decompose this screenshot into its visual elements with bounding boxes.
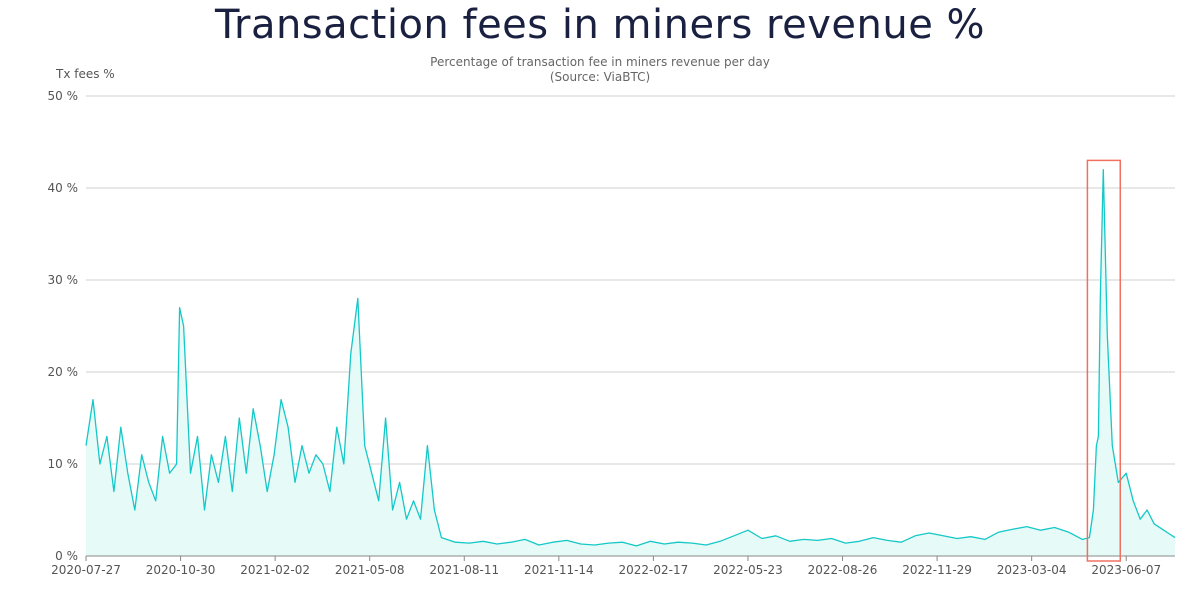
x-tick-label: 2021-08-11 <box>429 563 499 577</box>
chart-title: Transaction fees in miners revenue % <box>214 2 986 48</box>
y-tick-label: 30 % <box>48 273 79 287</box>
x-tick-label: 2022-02-17 <box>619 563 689 577</box>
x-tick-label: 2021-05-08 <box>335 563 405 577</box>
x-tick-label: 2022-05-23 <box>713 563 783 577</box>
y-tick-labels: 0 % 10 % 20 % 30 % 40 % 50 % <box>48 89 79 563</box>
x-tick-label: 2023-03-04 <box>997 563 1067 577</box>
y-tick-label: 10 % <box>48 457 79 471</box>
x-tick-label: 2021-02-02 <box>240 563 310 577</box>
y-axis-label: Tx fees % <box>56 67 115 81</box>
subtitle-text: Percentage of transaction fee in miners … <box>430 55 770 69</box>
x-tick-label: 2021-11-14 <box>524 563 594 577</box>
x-tick-label: 2023-06-07 <box>1091 563 1161 577</box>
source-text: (Source: ViaBTC) <box>549 70 651 84</box>
y-tick-label: 40 % <box>48 181 79 195</box>
x-tick-label: 2022-08-26 <box>808 563 878 577</box>
fee-line <box>85 168 1176 547</box>
x-tick-label: 2020-10-30 <box>146 563 216 577</box>
fee-area <box>86 169 1175 556</box>
chart-subtitle: Percentage of transaction fee in miners … <box>0 55 1200 85</box>
x-tick-label: 2022-11-29 <box>902 563 972 577</box>
grid-lines <box>86 95 1175 465</box>
x-tick-labels: 2020-07-27 2020-10-30 2021-02-02 2021-05-08… <box>51 556 1161 577</box>
y-tick-label: 20 % <box>48 365 79 379</box>
y-tick-label: 0 % <box>55 549 78 563</box>
x-tick-label: 2020-07-27 <box>51 563 121 577</box>
spike-highlight-box <box>1086 159 1122 562</box>
y-tick-label: 50 % <box>48 89 79 103</box>
